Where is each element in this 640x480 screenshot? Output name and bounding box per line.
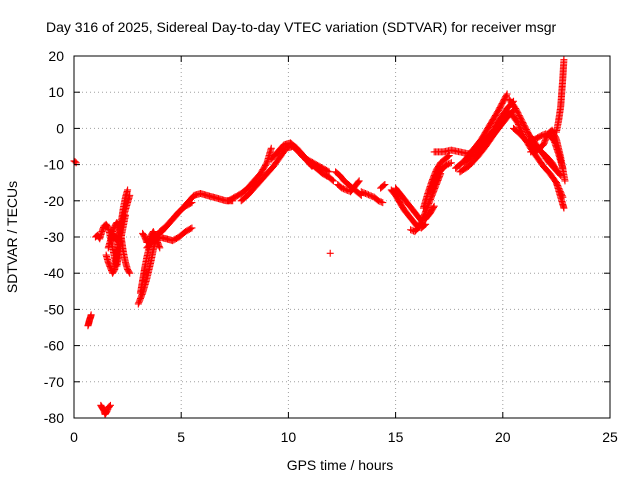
series-seg-g4: [460, 97, 518, 167]
data-point: [124, 186, 132, 194]
series-seg-d1: [224, 144, 275, 205]
data-point: [430, 202, 438, 210]
data-point: [445, 152, 453, 160]
y-tick-label: 10: [48, 84, 64, 100]
x-tick-label: 0: [70, 429, 78, 445]
data-point: [446, 159, 454, 167]
y-tick-label: -20: [44, 193, 64, 209]
data-point: [267, 144, 275, 152]
series-seg-g2: [452, 90, 511, 172]
series-seg-e3: [357, 188, 387, 207]
data-point: [502, 91, 510, 99]
data-point: [552, 165, 560, 173]
data-point: [380, 181, 388, 189]
data-point: [105, 402, 113, 410]
data-point: [324, 167, 332, 175]
y-tick-label: -40: [44, 265, 64, 281]
series-seg-h6: [552, 179, 568, 212]
data-point: [328, 176, 336, 184]
data-point: [447, 159, 455, 167]
y-tick-label: -10: [44, 157, 64, 173]
series-seg-d2: [237, 143, 316, 205]
y-tick-label: 0: [56, 120, 64, 136]
series-seg-e2: [334, 177, 363, 196]
data-point: [355, 177, 363, 185]
data-point: [325, 168, 333, 176]
y-tick-label: -70: [44, 374, 64, 390]
y-tick-label: 20: [48, 48, 64, 64]
data-point: [561, 177, 569, 185]
series-seg-a4: [109, 191, 134, 245]
x-tick-label: 15: [388, 429, 404, 445]
data-point: [503, 90, 511, 98]
data-point: [188, 224, 196, 232]
series-seg-h5: [527, 126, 569, 185]
y-tick-label: -60: [44, 338, 64, 354]
series-seg-d4: [293, 146, 333, 176]
axis-ticks: 0 5 10 15 20 25 -80 -70 -60 -50 -40 -30 -20 -10 0 10 20: [44, 48, 618, 445]
data-point: [126, 269, 134, 277]
data-point: [187, 225, 195, 233]
y-axis-label: SDTVAR / TECUs: [4, 181, 20, 293]
data-point: [187, 199, 195, 207]
data-points: [70, 56, 569, 418]
series-seg-h3: [510, 124, 560, 174]
data-point: [379, 199, 387, 207]
x-tick-label: 5: [177, 429, 185, 445]
data-point: [125, 268, 133, 276]
series-seg-b3: [139, 228, 164, 252]
data-point: [560, 56, 568, 64]
series-seg-f5: [426, 159, 455, 196]
series-seg-outlier: [326, 249, 334, 257]
series-seg-h7: [552, 56, 568, 136]
x-tick-label: 20: [495, 429, 511, 445]
data-point: [354, 178, 362, 186]
data-point: [188, 199, 196, 207]
data-point: [429, 203, 437, 211]
series-seg-e4: [377, 181, 389, 192]
series-seg-c1: [143, 224, 196, 252]
chart-title: Day 316 of 2025, Sidereal Day-to-day VTE…: [46, 19, 556, 35]
data-point: [381, 181, 389, 189]
data-point: [156, 244, 164, 252]
data-point: [106, 401, 114, 409]
data-point: [329, 177, 337, 185]
data-point: [87, 311, 95, 319]
data-point: [71, 158, 79, 166]
y-tick-label: -50: [44, 301, 64, 317]
series-seg-low-a: [84, 311, 95, 330]
data-point: [560, 204, 568, 212]
plot-frame: [73, 55, 611, 419]
series-seg-c3: [156, 199, 196, 236]
series-seg-f3: [407, 170, 445, 236]
data-point: [377, 198, 385, 206]
series-seg-low-b: [97, 401, 114, 418]
x-tick-label: 25: [602, 429, 618, 445]
y-tick-label: -30: [44, 229, 64, 245]
y-tick-label: -80: [44, 410, 64, 426]
x-tick-label: 10: [281, 429, 297, 445]
data-point: [326, 249, 334, 257]
series-seg-c2: [151, 190, 237, 239]
data-point: [126, 191, 134, 199]
x-axis-label: GPS time / hours: [287, 457, 394, 473]
data-point: [552, 166, 560, 174]
